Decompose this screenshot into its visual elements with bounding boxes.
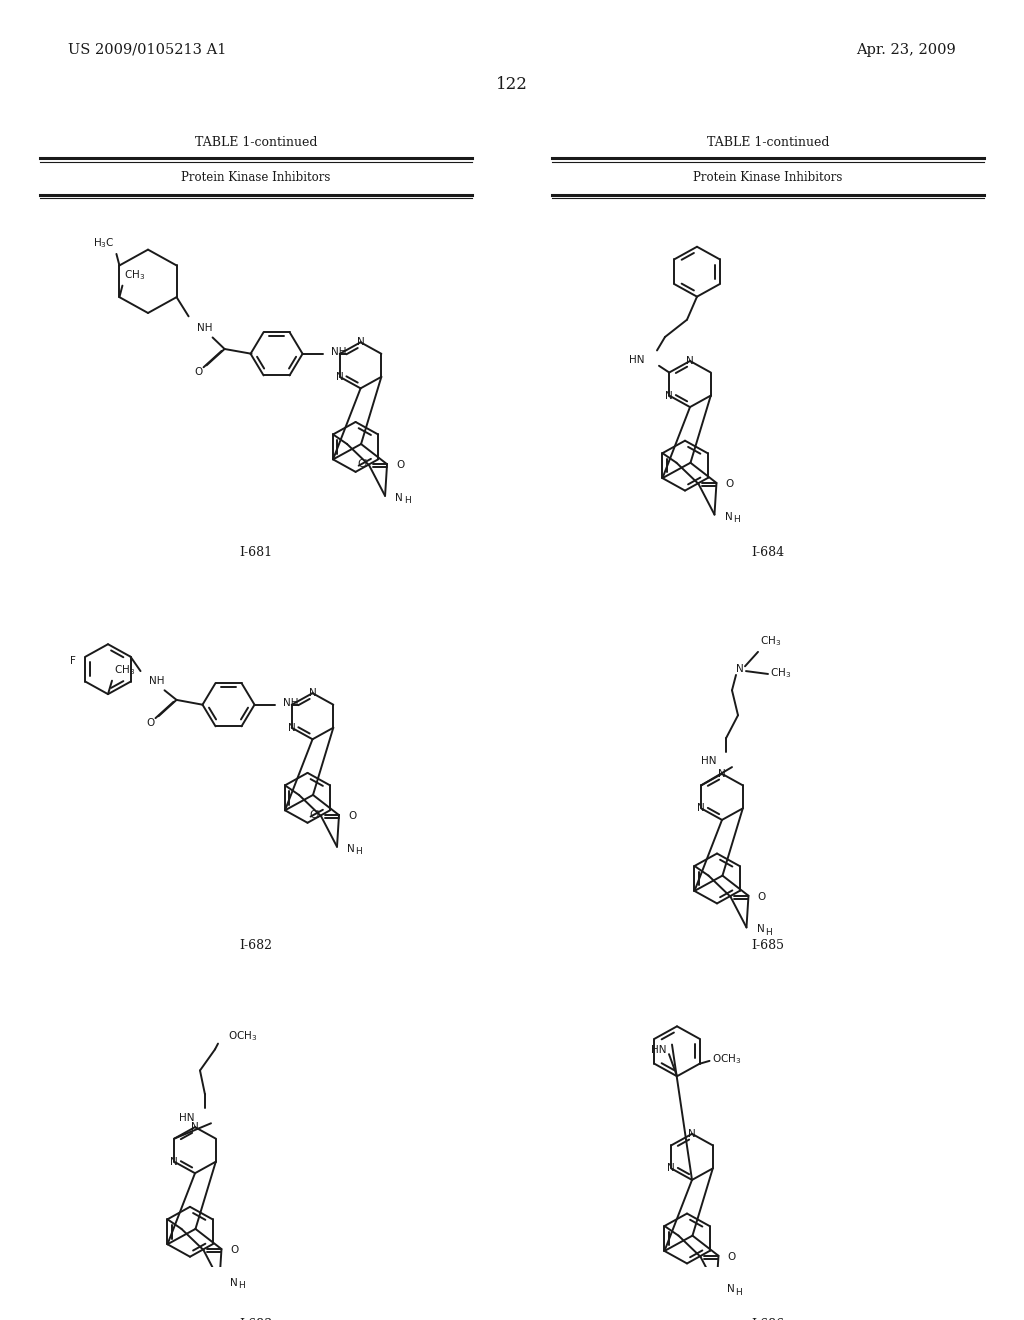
- Text: CH$_3$: CH$_3$: [760, 634, 781, 648]
- Text: O: O: [348, 810, 356, 821]
- Text: OCH$_3$: OCH$_3$: [228, 1030, 257, 1043]
- Text: OCH$_3$: OCH$_3$: [712, 1052, 741, 1065]
- Text: N: N: [191, 1122, 199, 1133]
- Text: N: N: [718, 768, 726, 779]
- Text: F: F: [70, 656, 76, 667]
- Text: CH$_3$: CH$_3$: [770, 667, 792, 680]
- Text: CH$_3$: CH$_3$: [125, 268, 145, 281]
- Text: N: N: [347, 843, 355, 854]
- Text: TABLE 1-continued: TABLE 1-continued: [707, 136, 829, 149]
- Text: H: H: [735, 1288, 741, 1296]
- Text: N: N: [308, 688, 316, 698]
- Text: O: O: [195, 367, 203, 378]
- Text: N: N: [336, 372, 344, 381]
- Text: I-685: I-685: [752, 939, 784, 952]
- Text: O: O: [230, 1245, 239, 1255]
- Text: 122: 122: [496, 77, 528, 92]
- Text: O: O: [758, 892, 766, 902]
- Text: O: O: [146, 718, 155, 727]
- Text: N: N: [688, 1129, 696, 1139]
- Text: O: O: [727, 1251, 735, 1262]
- Text: I-682: I-682: [240, 939, 272, 952]
- Text: I-686: I-686: [752, 1319, 784, 1320]
- Text: CH$_3$: CH$_3$: [114, 663, 135, 677]
- Text: N: N: [697, 804, 706, 813]
- Text: HN: HN: [630, 355, 645, 366]
- Text: HN: HN: [651, 1045, 667, 1055]
- Text: HN: HN: [700, 756, 716, 767]
- Text: NH: NH: [148, 676, 164, 685]
- Text: Protein Kinase Inhibitors: Protein Kinase Inhibitors: [181, 172, 331, 183]
- Text: NH: NH: [197, 323, 212, 333]
- Text: H: H: [765, 928, 772, 937]
- Text: Apr. 23, 2009: Apr. 23, 2009: [856, 44, 956, 57]
- Text: I-684: I-684: [752, 545, 784, 558]
- Text: TABLE 1-continued: TABLE 1-continued: [195, 136, 317, 149]
- Text: I-683: I-683: [240, 1319, 272, 1320]
- Text: N: N: [725, 512, 732, 521]
- Text: NH: NH: [283, 698, 298, 708]
- Text: O: O: [396, 461, 404, 470]
- Text: Cl: Cl: [357, 459, 368, 469]
- Text: I-681: I-681: [240, 545, 272, 558]
- Text: H: H: [355, 847, 362, 857]
- Text: H$_3$C: H$_3$C: [93, 236, 115, 249]
- Text: N: N: [757, 924, 764, 935]
- Text: N: N: [727, 1284, 734, 1295]
- Text: N: N: [395, 492, 402, 503]
- Text: N: N: [666, 391, 673, 400]
- Text: Cl: Cl: [309, 810, 321, 820]
- Text: N: N: [170, 1156, 178, 1167]
- Text: N: N: [356, 338, 365, 347]
- Text: N: N: [288, 723, 296, 733]
- Text: H: H: [403, 496, 411, 506]
- Text: N: N: [736, 664, 743, 675]
- Text: NH: NH: [331, 347, 346, 356]
- Text: N: N: [686, 356, 694, 366]
- Text: Protein Kinase Inhibitors: Protein Kinase Inhibitors: [693, 172, 843, 183]
- Text: HN: HN: [179, 1113, 195, 1122]
- Text: H: H: [239, 1280, 245, 1290]
- Text: O: O: [725, 479, 734, 488]
- Text: N: N: [668, 1163, 675, 1173]
- Text: H: H: [733, 515, 740, 524]
- Text: US 2009/0105213 A1: US 2009/0105213 A1: [68, 44, 226, 57]
- Text: N: N: [229, 1278, 238, 1288]
